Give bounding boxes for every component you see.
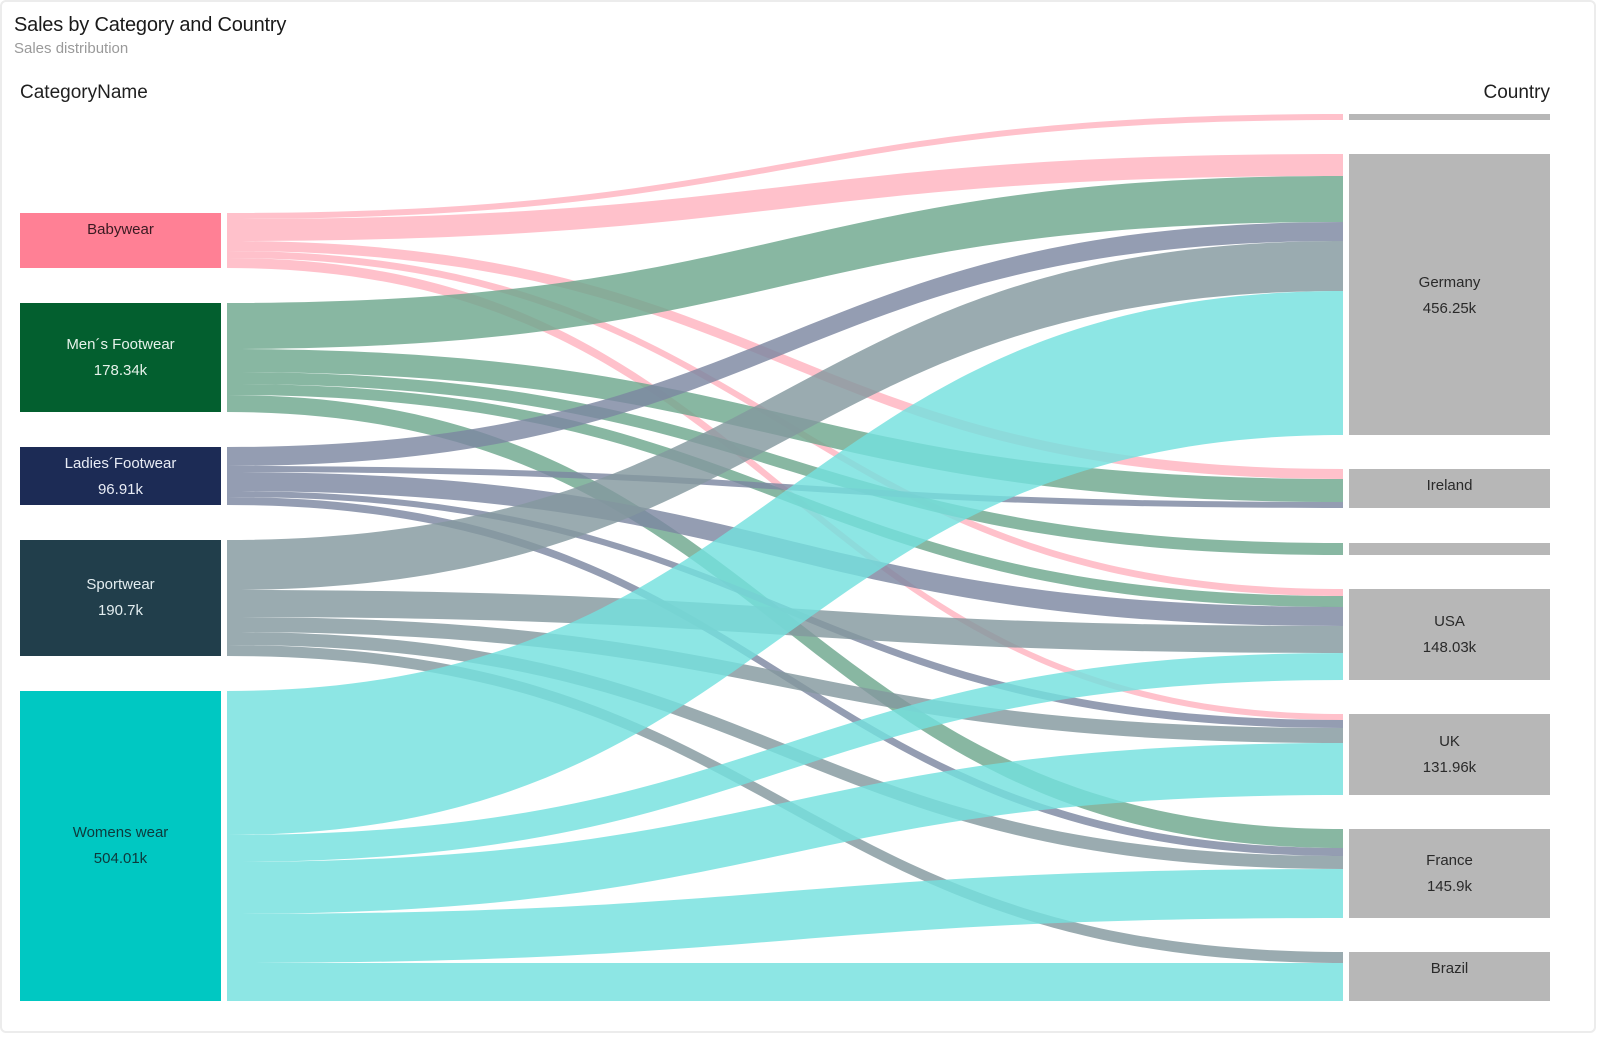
node-name: Brazil [1430,960,1469,977]
link-womens-wear-to-germany[interactable] [227,291,1343,835]
node-uk[interactable] [1349,714,1550,795]
node-name: Ladies´Footwear [64,455,177,472]
node-name: Sportwear [86,576,155,593]
node-label-sportwear: Sportwear 190.7k [20,572,221,624]
node-ladies-footwear[interactable] [20,447,221,505]
node-ireland[interactable] [1349,469,1550,508]
node-mens-footwear[interactable] [20,303,221,412]
link-sportwear-to-uk[interactable] [227,617,1343,743]
node-name: Ireland [1426,477,1473,494]
node-value: 456.25k [1422,300,1477,317]
node-name: USA [1434,612,1465,630]
node-germany[interactable] [1349,154,1550,435]
sankey-nodes [20,114,1550,1001]
link-babywear-to-ireland[interactable] [227,241,1343,479]
node-label-mens-footwear: Men´s Footwear 178.34k [20,332,221,384]
node-unlabeled2[interactable] [1349,543,1550,555]
node-brazil[interactable] [1349,952,1550,1001]
node-france[interactable] [1349,829,1550,918]
sankey-links [227,114,1343,1001]
node-name: Men´s Footwear [66,335,175,353]
link-womens-wear-to-usa[interactable] [227,653,1343,862]
node-value: 131.96k [1422,758,1477,776]
node-label-usa: USA 148.03k [1349,609,1550,661]
link-womens-wear-to-brazil[interactable] [227,963,1343,1001]
node-label-ladies-footwear: Ladies´Footwear 96.91k [20,451,221,503]
link-mens-footwear-to-germany[interactable] [227,176,1343,349]
link-ladies-footwear-to-germany[interactable] [227,222,1343,466]
node-name: UK [1439,732,1460,750]
link-babywear-to-germany[interactable] [227,154,1343,241]
node-value: 96.91k [97,481,144,498]
node-value: 178.34k [93,361,148,379]
node-babywear[interactable] [20,213,221,268]
node-name: Germany [1418,274,1481,291]
node-womens-wear[interactable] [20,691,221,1001]
chart-subtitle: Sales distribution [14,40,129,57]
link-ladies-footwear-to-ireland[interactable] [227,466,1343,508]
node-value: 190.7k [97,602,144,619]
node-label-womens-wear: Womens wear 504.01k [20,820,221,872]
link-babywear-to-unlabeled1[interactable] [227,114,1343,219]
node-value: 145.9k [1426,877,1473,895]
node-name: Babywear [87,221,154,238]
node-label-uk: UK 131.96k [1349,729,1550,781]
link-mens-footwear-to-unlabeled2[interactable] [227,372,1343,555]
link-womens-wear-to-france[interactable] [227,869,1343,963]
node-name: Womens wear [72,824,169,841]
link-womens-wear-to-uk[interactable] [227,743,1343,914]
node-value: 504.01k [93,850,148,867]
node-label-brazil: Brazil [1349,956,1550,982]
node-label-ireland: Ireland [1349,473,1550,499]
node-label-babywear: Babywear [20,217,221,243]
chart-title: Sales by Category and Country [14,14,287,36]
node-value: 148.03k [1422,638,1477,656]
target-column-header: Country [1483,82,1550,103]
node-name: France [1426,851,1473,869]
link-sportwear-to-germany[interactable] [227,241,1343,590]
node-label-france: France 145.9k [1349,848,1550,900]
node-label-germany: Germany 456.25k [1349,270,1550,322]
node-sportwear[interactable] [20,540,221,656]
node-unlabeled1[interactable] [1349,114,1550,120]
node-usa[interactable] [1349,589,1550,680]
source-column-header: CategoryName [20,82,148,103]
